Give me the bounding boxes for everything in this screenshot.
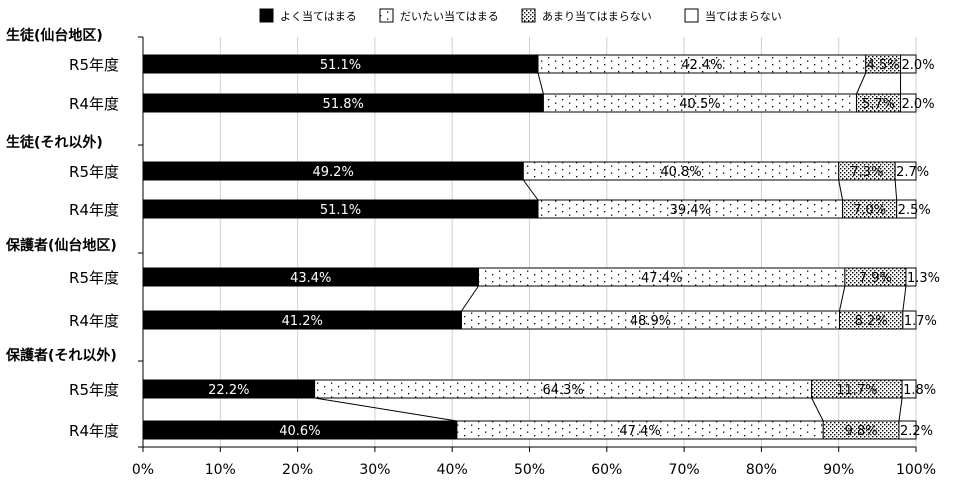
- legend-swatch: [684, 8, 699, 23]
- group-title: 保護者(それ以外): [5, 347, 117, 364]
- data-label: 48.9%: [630, 314, 671, 329]
- series-connector: [314, 397, 457, 422]
- legend-label: だいたい当てはまる: [400, 9, 499, 23]
- x-tick-label: 60%: [591, 462, 622, 478]
- data-label: 2.0%: [902, 58, 935, 73]
- x-tick-label: 30%: [359, 462, 390, 478]
- bar-segment: [900, 93, 917, 113]
- data-label: 42.4%: [681, 58, 722, 73]
- data-label: 51.1%: [320, 203, 361, 218]
- series-connector: [461, 285, 479, 312]
- row-label: R5年度: [69, 381, 119, 399]
- row-label: R4年度: [69, 422, 119, 440]
- series-connector: [537, 72, 544, 95]
- bar-segment: [898, 420, 917, 440]
- row-label: R4年度: [69, 312, 119, 330]
- data-label: 2.5%: [898, 203, 931, 218]
- data-label: 41.2%: [282, 314, 323, 329]
- data-label: 22.2%: [208, 383, 249, 398]
- series-connector: [894, 179, 898, 201]
- group: 生徒(それ以外) R5年度 49.2% 40.8% 7.3% 2.7% R4年度 51.1% 3…: [6, 134, 931, 219]
- data-label: 2.2%: [900, 424, 933, 439]
- row-label: R5年度: [69, 269, 119, 287]
- legend: よく当てはまる だいたい当てはまる あまり当てはまらない 当てはまらない: [259, 8, 782, 23]
- group-title: 保護者(仙台地区): [5, 237, 117, 254]
- series-connector: [838, 285, 846, 312]
- legend-swatch: [521, 8, 536, 23]
- bar-segment: [900, 54, 917, 74]
- x-tick-label: 0%: [132, 462, 154, 478]
- group: 生徒(仙台地区)R5年度 51.1% 42.4% 4.5% 2.0%R4年度 51.8% 4…: [6, 27, 935, 113]
- data-label: 7.3%: [850, 165, 883, 180]
- bar-segment: [896, 199, 917, 219]
- row-label: R5年度: [69, 56, 119, 74]
- data-label: 39.4%: [670, 203, 711, 218]
- data-label: 47.4%: [619, 424, 660, 439]
- x-tick-label: 100%: [896, 462, 936, 478]
- x-axis: 0% 10% 20% 30% 40% 50% 60% 70% 80% 90% 100%: [132, 446, 936, 478]
- row-label: R4年度: [69, 95, 119, 113]
- legend-item: 当てはまらない: [684, 8, 782, 23]
- data-label: 51.8%: [323, 97, 364, 112]
- series-connector: [811, 397, 824, 422]
- x-tick-label: 90%: [823, 462, 854, 478]
- group-title: 生徒(仙台地区): [6, 27, 103, 44]
- data-label: 5.7%: [862, 97, 895, 112]
- plot-area: 生徒(仙台地区)R5年度 51.1% 42.4% 4.5% 2.0%R4年度 51.8% 4…: [5, 27, 940, 448]
- data-label: 40.8%: [660, 165, 701, 180]
- x-tick-label: 20%: [282, 462, 313, 478]
- data-label: 7.0%: [853, 203, 886, 218]
- legend-item: よく当てはまる: [259, 8, 357, 23]
- data-label: 1.7%: [904, 314, 937, 329]
- x-tick-label: 10%: [205, 462, 236, 478]
- legend-item: あまり当てはまらない: [521, 8, 652, 23]
- data-label: 43.4%: [290, 271, 331, 286]
- data-label: 1.8%: [903, 383, 936, 398]
- legend-label: よく当てはまる: [280, 9, 357, 23]
- data-label: 4.5%: [867, 58, 900, 73]
- legend-swatch: [379, 8, 394, 23]
- group-title: 生徒(それ以外): [6, 134, 103, 151]
- series-connector: [522, 179, 539, 201]
- legend-label: あまり当てはまらない: [542, 9, 652, 23]
- data-label: 40.6%: [279, 424, 320, 439]
- x-tick-label: 70%: [669, 462, 700, 478]
- data-label: 7.9%: [859, 271, 892, 286]
- legend-label: 当てはまらない: [705, 9, 782, 23]
- bar-segment: [901, 379, 917, 399]
- group: 保護者(仙台地区) R5年度 43.4% 47.4% 7.9% 1.3% R4年度 41.2%…: [5, 237, 940, 330]
- x-tick-label: 50%: [514, 462, 545, 478]
- data-label: 9.8%: [845, 424, 878, 439]
- data-label: 64.3%: [542, 383, 583, 398]
- group: 保護者(それ以外) R5年度 22.2% 64.3% 11.7% 1.8% R4年度 40.6…: [5, 347, 936, 440]
- row-label: R4年度: [69, 201, 119, 219]
- data-label: 49.2%: [313, 165, 354, 180]
- bar-segment: [905, 267, 917, 287]
- bar-segment: [902, 310, 917, 330]
- data-label: 51.1%: [320, 58, 361, 73]
- series-connector: [902, 285, 907, 312]
- data-label: 47.4%: [641, 271, 682, 286]
- x-tick-label: 40%: [437, 462, 468, 478]
- series-connector: [898, 397, 903, 422]
- data-label: 1.3%: [907, 271, 940, 286]
- data-label: 2.7%: [896, 165, 929, 180]
- series-connector: [838, 179, 844, 201]
- data-label: 40.5%: [679, 97, 720, 112]
- legend-item: だいたい当てはまる: [379, 8, 499, 23]
- row-label: R5年度: [69, 163, 119, 181]
- x-tick-label: 80%: [746, 462, 777, 478]
- data-label: 2.0%: [902, 97, 935, 112]
- series-connector: [856, 72, 867, 95]
- data-label: 11.7%: [836, 383, 877, 398]
- data-label: 8.2%: [855, 314, 888, 329]
- legend-swatch: [259, 8, 274, 23]
- bar-segment: [894, 161, 917, 181]
